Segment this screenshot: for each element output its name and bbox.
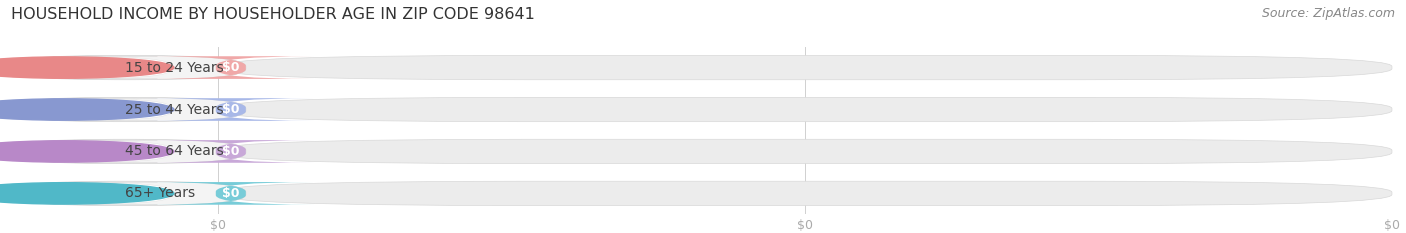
Text: $0: $0 <box>222 145 239 158</box>
FancyBboxPatch shape <box>59 56 172 79</box>
FancyBboxPatch shape <box>59 140 172 163</box>
Circle shape <box>0 183 174 204</box>
Text: HOUSEHOLD INCOME BY HOUSEHOLDER AGE IN ZIP CODE 98641: HOUSEHOLD INCOME BY HOUSEHOLDER AGE IN Z… <box>11 7 536 22</box>
Text: 15 to 24 Years: 15 to 24 Years <box>125 61 224 75</box>
Circle shape <box>0 57 174 78</box>
FancyBboxPatch shape <box>59 98 172 121</box>
FancyBboxPatch shape <box>4 97 246 122</box>
FancyBboxPatch shape <box>59 182 172 205</box>
Text: 25 to 44 Years: 25 to 44 Years <box>125 103 224 116</box>
FancyBboxPatch shape <box>148 98 314 121</box>
FancyBboxPatch shape <box>218 97 1392 122</box>
FancyBboxPatch shape <box>148 182 314 205</box>
Text: Source: ZipAtlas.com: Source: ZipAtlas.com <box>1261 7 1395 20</box>
Circle shape <box>0 141 174 162</box>
FancyBboxPatch shape <box>4 181 246 206</box>
FancyBboxPatch shape <box>4 139 246 164</box>
Text: $0: $0 <box>222 103 239 116</box>
Text: $0: $0 <box>222 187 239 200</box>
FancyBboxPatch shape <box>218 181 1392 206</box>
Text: 45 to 64 Years: 45 to 64 Years <box>125 144 224 158</box>
FancyBboxPatch shape <box>218 55 1392 80</box>
FancyBboxPatch shape <box>4 55 246 80</box>
FancyBboxPatch shape <box>148 56 314 79</box>
Text: 65+ Years: 65+ Years <box>125 186 195 200</box>
Text: $0: $0 <box>222 61 239 74</box>
Circle shape <box>0 99 174 120</box>
FancyBboxPatch shape <box>218 139 1392 164</box>
FancyBboxPatch shape <box>148 140 314 163</box>
